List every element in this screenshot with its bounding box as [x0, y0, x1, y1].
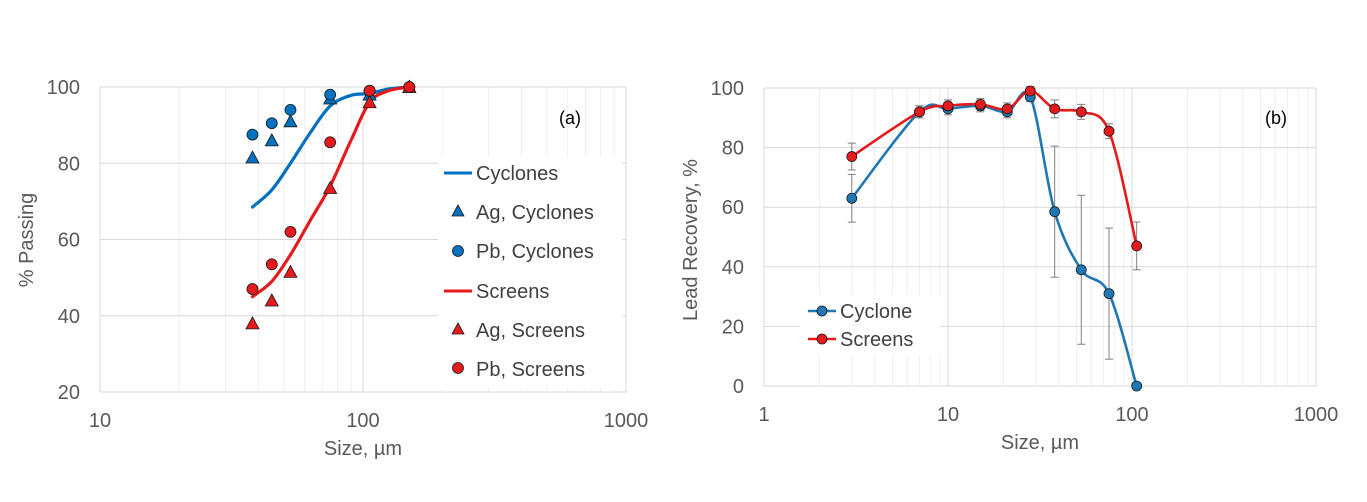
chart-b-markers [846, 85, 1143, 392]
data-point-screens [1001, 103, 1013, 115]
legend-screens-label: Screens [476, 281, 549, 303]
series-line-cyclone [850, 90, 1138, 387]
chart-a-x-axis-label: Size, µm [324, 438, 402, 460]
x-tick-label: 10 [89, 410, 111, 432]
chart-a-tick-labels: 10 100 1000 20 40 60 80 100 [47, 77, 649, 432]
data-point-pb-cyclones [324, 88, 337, 101]
x-tick-label: 1 [758, 404, 769, 426]
data-point-cyclone [1049, 206, 1061, 218]
data-point-screens [942, 100, 954, 112]
data-point-pb-cyclones [284, 103, 297, 116]
data-point-pb-cyclones [246, 128, 259, 141]
y-tick-label: 100 [711, 78, 744, 100]
chart-a-panel-label: (a) [559, 108, 581, 128]
data-point-screens [1049, 103, 1061, 115]
x-tick-label: 100 [346, 410, 379, 432]
chart-b-x-axis-label: Size, µm [1001, 432, 1079, 454]
legend-ag-screens-label: Ag, Screens [476, 320, 585, 342]
data-point-cyclone [1103, 288, 1115, 300]
legend-ag-screens-triangle-swatch [451, 322, 465, 335]
legend-screens-b-marker-swatch [816, 333, 828, 345]
data-point-screens [1131, 240, 1143, 252]
legend-pb-screens-circle-swatch [452, 362, 464, 374]
legend-pb-screens-label: Pb, Screens [476, 359, 585, 381]
chart-b-curves [850, 89, 1138, 387]
chart-b-tick-labels: 1 10 100 1000 0 20 40 60 80 100 [711, 78, 1339, 426]
legend-ag-cyclones-triangle-swatch [451, 204, 465, 217]
series-line-cyclones [250, 85, 411, 209]
x-tick-label: 1000 [1294, 404, 1339, 426]
data-point-pb-screens [284, 225, 297, 238]
data-point-cyclone [1075, 264, 1087, 276]
data-point-pb-screens [363, 84, 376, 97]
chart-b-legend: Cyclone Screens [800, 295, 940, 355]
data-point-cyclone [846, 192, 858, 204]
y-tick-label: 40 [722, 257, 744, 279]
data-point-ag-cyclones [264, 133, 279, 147]
legend-pb-cyclones-label: Pb, Cyclones [476, 241, 594, 263]
chart-b: 1 10 100 1000 0 20 40 60 80 100 Size, µm Lead Rec… [680, 78, 1338, 454]
data-point-pb-cyclones [265, 117, 278, 130]
legend-cyclone-label: Cyclone [840, 301, 912, 323]
y-tick-label: 80 [58, 153, 80, 175]
data-point-ag-cyclones [283, 113, 298, 128]
data-point-screens [914, 106, 925, 118]
x-tick-label: 100 [1115, 404, 1148, 426]
data-point-screens [1024, 85, 1036, 97]
chart-b-legend-box [800, 295, 940, 355]
legend-ag-cyclones-label: Ag, Cyclones [476, 202, 594, 224]
chart-b-gridlines [764, 88, 1316, 386]
y-tick-label: 40 [58, 306, 80, 328]
data-point-screens [846, 151, 858, 162]
chart-a-y-axis-label: % Passing [16, 193, 38, 288]
chart-b-y-axis-label: Lead Recovery, % [680, 159, 702, 321]
data-point-ag-screens [322, 180, 338, 194]
chart-a-plot-frame [99, 86, 627, 393]
chart-a-legend: Cyclones Ag, Cyclones Pb, Cyclones Scree… [438, 156, 622, 388]
y-tick-label: 0 [733, 376, 744, 398]
data-point-ag-screens [245, 316, 260, 330]
chart-b-plot-frame [763, 87, 1317, 387]
data-point-ag-screens [362, 94, 377, 109]
legend-pb-cyclones-circle-swatch [452, 245, 464, 257]
y-tick-label: 100 [47, 77, 80, 99]
x-tick-label: 10 [937, 404, 959, 426]
legend-cyclones-label: Cyclones [476, 163, 558, 185]
data-point-screens [975, 98, 986, 110]
data-point-pb-screens [246, 283, 259, 295]
chart-a-legend-box [438, 156, 622, 388]
data-point-cyclone [1131, 380, 1143, 392]
y-tick-label: 60 [722, 197, 744, 219]
data-point-ag-screens [283, 264, 298, 278]
data-point-pb-screens [403, 81, 416, 93]
y-tick-label: 20 [58, 382, 80, 404]
y-tick-label: 60 [58, 230, 80, 252]
data-point-ag-screens [264, 293, 279, 307]
legend-cyclone-marker-swatch [816, 305, 828, 317]
data-point-screens [1075, 106, 1087, 118]
x-tick-label: 1000 [604, 410, 649, 432]
data-point-ag-cyclones [245, 150, 260, 164]
series-line-screens [851, 89, 1138, 247]
chart-b-panel-label: (b) [1265, 108, 1287, 128]
data-point-pb-screens [265, 258, 278, 271]
chart-a-markers [245, 79, 417, 330]
legend-screens-b-label: Screens [840, 329, 913, 351]
y-tick-label: 20 [722, 316, 744, 338]
y-tick-label: 80 [722, 138, 744, 160]
data-point-screens [1103, 125, 1115, 137]
data-point-pb-screens [324, 136, 337, 149]
